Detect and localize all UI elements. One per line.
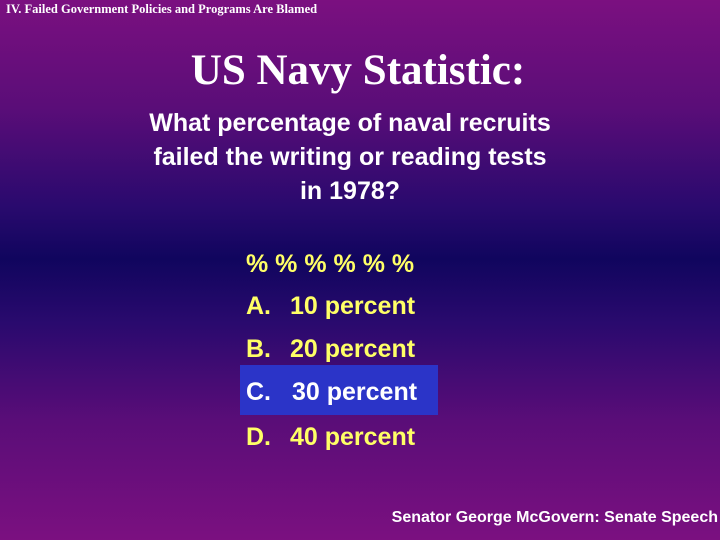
choice-letter: B.	[246, 335, 271, 363]
question-line: in 1978?	[299, 177, 401, 205]
choice-letter: C.	[246, 378, 271, 406]
choice-text: 20 percent	[290, 335, 416, 363]
slide-title: US Navy Statistic:	[190, 47, 526, 94]
footer-attribution: Senator George McGovern: Senate Speech	[391, 509, 718, 526]
choice-letter: D.	[246, 423, 271, 451]
percent-symbols: % % % % % %	[246, 250, 415, 278]
choice-a: A. 10 percent	[246, 292, 415, 321]
choice-d: D. 40 percent	[246, 423, 415, 452]
choice-letter: A.	[246, 292, 271, 320]
choice-text: 10 percent	[290, 292, 416, 320]
section-header: IV. Failed Government Policies and Progr…	[6, 2, 318, 16]
choice-c: C. 30 percent	[246, 378, 417, 407]
choice-text: 40 percent	[290, 423, 416, 451]
question-line: What percentage of naval recruits	[149, 109, 551, 137]
answer-highlight-box	[240, 365, 438, 415]
question-line: failed the writing or reading tests	[153, 143, 547, 171]
choice-text: 30 percent	[292, 378, 418, 406]
question-text: What percentage of naval recruits failed…	[70, 106, 630, 208]
choice-b: B. 20 percent	[246, 335, 415, 364]
